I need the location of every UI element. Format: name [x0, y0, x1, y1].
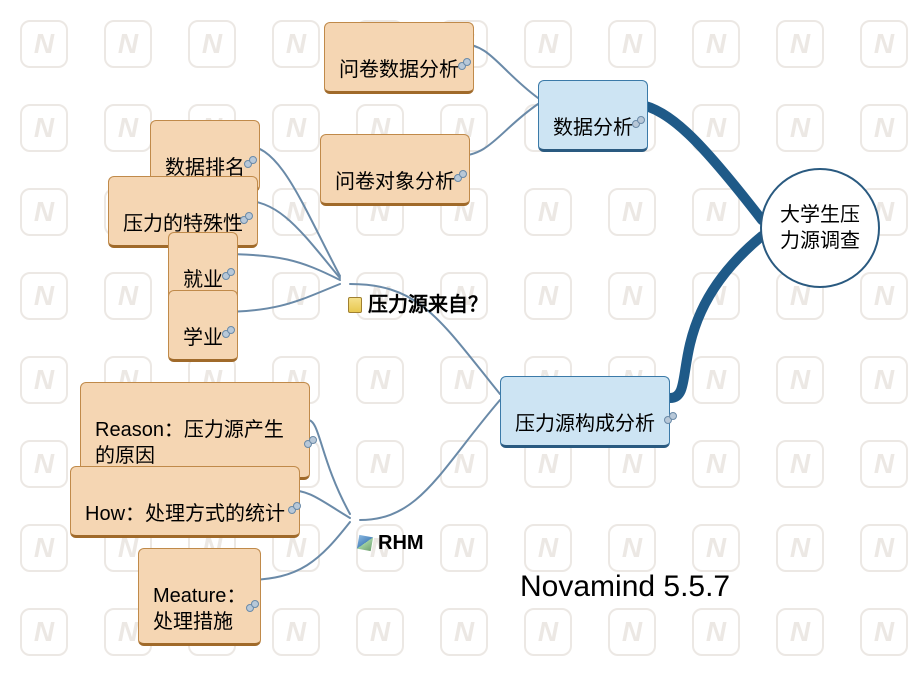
node-source-from[interactable]: 压力源来自？	[340, 262, 496, 322]
node-label: 问卷对象分析	[335, 171, 455, 193]
topic-link-icon	[222, 326, 234, 338]
topic-link-icon	[240, 212, 252, 224]
node-label: 压力源来自？	[368, 294, 488, 316]
node-label: RHM	[378, 532, 424, 554]
topic-link-icon	[632, 116, 644, 128]
node-label: 就业	[183, 269, 223, 291]
note-icon	[348, 297, 362, 313]
topic-link-icon	[454, 170, 466, 182]
node-q-data[interactable]: 问卷数据分析	[324, 22, 474, 94]
topic-link-icon	[458, 58, 470, 70]
node-q-target[interactable]: 问卷对象分析	[320, 134, 470, 206]
node-rhm[interactable]: RHM	[350, 500, 432, 560]
node-label: 数据分析	[553, 117, 633, 139]
node-meature[interactable]: Meature： 处理措施	[138, 548, 261, 646]
root-node[interactable]: 大学生压力源调查	[760, 168, 880, 288]
cube-icon	[357, 535, 373, 551]
topic-link-icon	[304, 436, 316, 448]
topic-link-icon	[288, 502, 300, 514]
node-label: 压力源构成分析	[515, 413, 655, 435]
app-version-label: Novamind 5.5.7	[520, 570, 730, 604]
topic-link-icon	[244, 156, 256, 168]
node-label: Meature： 处理措施	[153, 585, 246, 633]
node-label: 学业	[183, 327, 223, 349]
topic-link-icon	[222, 268, 234, 280]
node-label: How：处理方式的统计	[85, 503, 285, 525]
node-how[interactable]: How：处理方式的统计	[70, 466, 300, 538]
topic-link-icon	[664, 412, 676, 424]
node-source-analysis[interactable]: 压力源构成分析	[500, 376, 670, 448]
root-label: 大学生压力源调查	[772, 202, 868, 254]
node-label: 问卷数据分析	[339, 59, 459, 81]
node-label: Reason：压力源产生的原因	[95, 419, 284, 467]
topic-link-icon	[246, 600, 258, 612]
